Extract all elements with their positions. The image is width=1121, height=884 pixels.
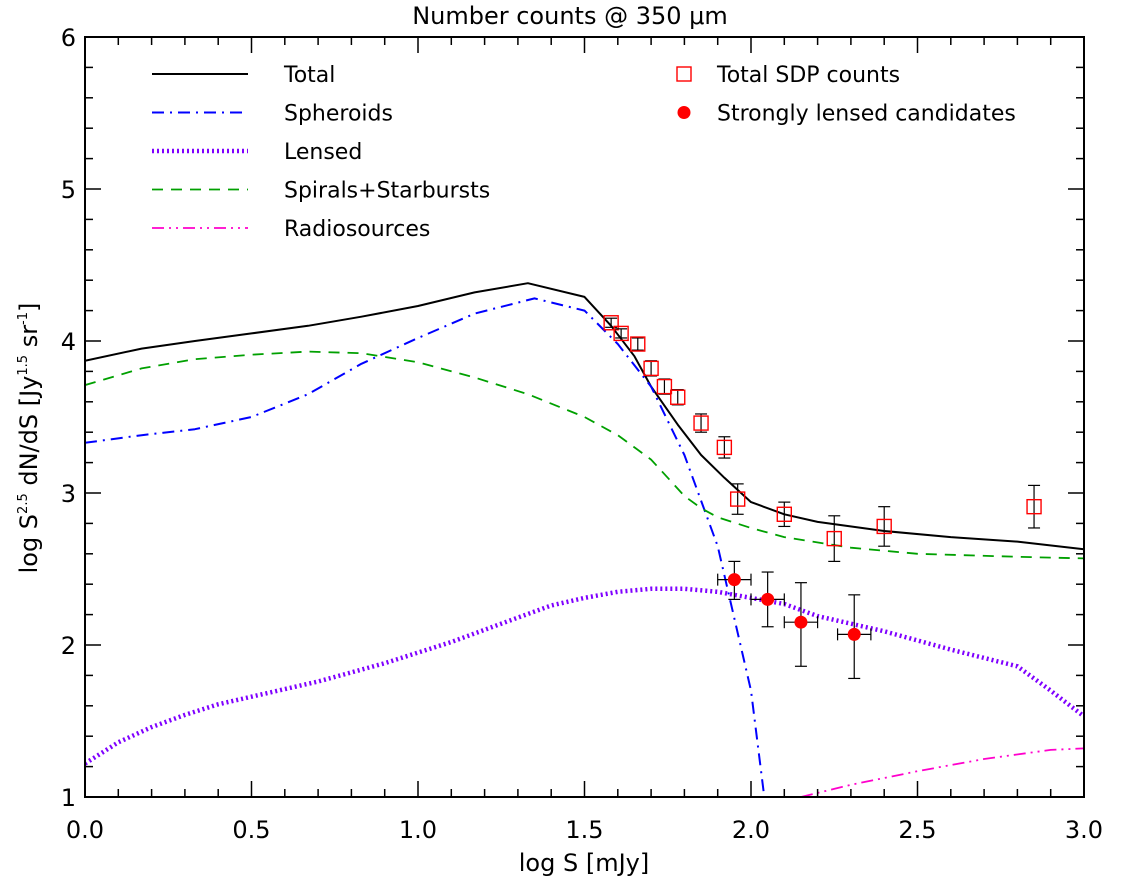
series-spirals-starbursts-line	[85, 350, 1084, 560]
open-square-marker	[656, 378, 673, 395]
data-points-layer	[603, 315, 1042, 680]
open-square-marker	[826, 530, 842, 547]
strongly-lensed-candidates-point	[783, 582, 819, 667]
x-tick-label: 2.0	[732, 816, 770, 844]
series-lensed-line	[85, 586, 1084, 766]
open-square-marker	[776, 506, 792, 522]
open-square-marker	[613, 325, 629, 342]
strongly-lensed-candidates-point	[750, 571, 785, 628]
x-tick-label: 1.0	[399, 816, 437, 844]
filled-circle-marker	[847, 627, 861, 641]
legend-total-label: Total	[283, 63, 335, 88]
y-axis-label: log S2.5 dN/dS [Jy1.5 sr-1]	[15, 303, 43, 574]
x-tick-label: 2.5	[898, 816, 936, 844]
x-tick-label: 0.5	[232, 816, 270, 844]
total-sdp-counts-point	[656, 378, 673, 395]
legend-spirals-starbursts-label: Spirals+Starbursts	[284, 179, 490, 204]
legend-strongly-lensed-candidates-label: Strongly lensed candidates	[717, 102, 1016, 127]
y-tick-label: 4	[61, 328, 76, 356]
strongly-lensed-candidates-point	[836, 594, 872, 680]
open-square-marker	[670, 389, 686, 405]
open-square-marker	[603, 315, 619, 331]
open-square-marker	[643, 360, 659, 377]
total-sdp-counts-point	[716, 436, 733, 459]
plot-frame	[84, 36, 1085, 798]
open-square-marker	[729, 491, 746, 507]
chart-title: Number counts @ 350 μm	[412, 2, 728, 30]
open-square-marker	[693, 415, 709, 431]
filled-circle-marker	[794, 615, 808, 629]
series-spheroids-line	[85, 297, 766, 797]
legend-radiosources-label: Radiosources	[284, 217, 430, 242]
total-sdp-counts-point	[630, 336, 646, 352]
total-sdp-counts-point	[693, 413, 709, 433]
total-sdp-counts-point	[670, 389, 686, 406]
total-sdp-counts-point	[603, 315, 619, 331]
legend-total-sdp-counts-label: Total SDP counts	[716, 63, 900, 88]
open-square-marker	[1026, 498, 1042, 515]
axis-ticks	[84, 36, 1085, 798]
y-tick-label: 6	[61, 24, 76, 52]
total-sdp-counts-point	[776, 501, 792, 528]
y-tick-label: 2	[61, 632, 76, 660]
x-tick-label: 3.0	[1065, 816, 1103, 844]
series-total-line	[85, 282, 1084, 551]
legend-open-square-marker	[676, 66, 692, 82]
open-square-marker	[716, 439, 733, 456]
open-square-marker	[630, 336, 646, 352]
legend-lines: Total Spheroids Lensed Spirals+Starbursts Ra…	[152, 63, 490, 242]
series-layer	[85, 282, 1084, 797]
x-tick-label: 1.5	[565, 816, 603, 844]
total-sdp-counts-point	[729, 483, 746, 515]
series-radiosources-line	[800, 747, 1084, 797]
x-axis-label: log S [mJy]	[519, 849, 649, 877]
y-tick-label: 1	[61, 784, 76, 812]
filled-circle-marker	[727, 573, 741, 587]
tick-labels: 0.0 0.5 1.0 1.5 2.0 2.5 3.0 1 2 3 4 5 6	[61, 24, 1103, 844]
total-sdp-counts-point	[643, 360, 659, 377]
legend-markers: Total SDP counts Strongly lensed candidat…	[676, 63, 1016, 127]
y-tick-label: 3	[61, 480, 76, 508]
strongly-lensed-candidates-point	[717, 560, 752, 601]
legend-spheroids-label: Spheroids	[284, 102, 393, 127]
total-sdp-counts-point	[613, 325, 629, 342]
total-sdp-counts-point	[1026, 484, 1042, 529]
legend-lensed-label: Lensed	[284, 140, 362, 165]
filled-circle-marker	[761, 592, 775, 606]
y-tick-label: 5	[61, 176, 76, 204]
legend-filled-circle-marker	[677, 106, 691, 119]
total-sdp-counts-point	[826, 515, 842, 563]
x-tick-label: 0.0	[66, 816, 104, 844]
total-sdp-counts-point	[876, 506, 892, 547]
open-square-marker	[876, 518, 892, 535]
